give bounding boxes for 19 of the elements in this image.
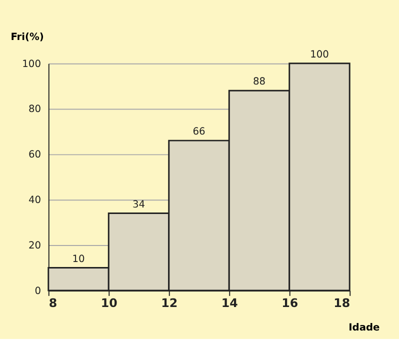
data-label: 100 xyxy=(310,49,329,60)
data-label: 66 xyxy=(192,126,206,138)
data-label: 34 xyxy=(132,199,146,210)
y-axis-title: Fri(%) xyxy=(10,32,44,44)
x-tick-label: 18 xyxy=(334,296,350,310)
x-tick-label: 14 xyxy=(221,296,238,310)
y-tick-label: 80 xyxy=(28,104,41,116)
y-tick-label: 0 xyxy=(34,286,41,297)
x-tick-label: 8 xyxy=(48,296,58,310)
y-tick-label: 100 xyxy=(22,58,41,70)
y-tick-label: 20 xyxy=(28,240,41,252)
y-tick-label: 40 xyxy=(28,195,41,206)
x-tick-label: 10 xyxy=(100,296,118,310)
data-label: 88 xyxy=(252,76,266,88)
data-label: 10 xyxy=(72,254,85,265)
x-tick-label: 16 xyxy=(282,296,298,310)
x-tick-label: 12 xyxy=(161,296,178,310)
y-tick-label: 60 xyxy=(28,150,41,161)
x-axis-title: Idade xyxy=(348,322,380,334)
